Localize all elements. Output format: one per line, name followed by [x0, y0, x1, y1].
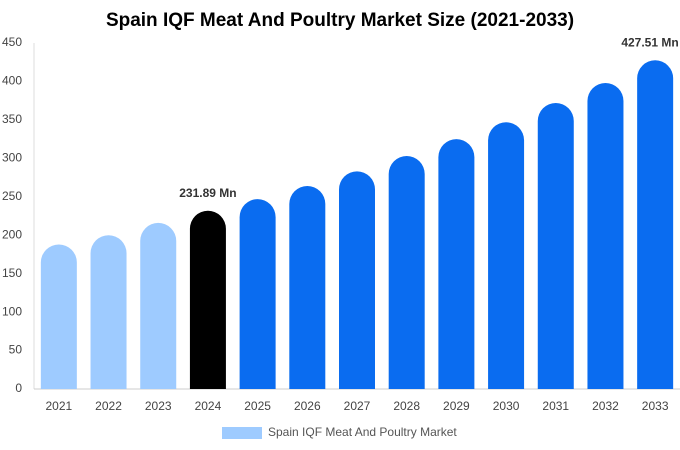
y-tick-label: 50: [9, 343, 23, 357]
x-tick-label: 2024: [195, 399, 222, 413]
y-tick-label: 100: [2, 304, 22, 318]
bar: [140, 222, 177, 389]
bar: [339, 171, 375, 389]
x-tick-label: 2032: [592, 399, 619, 413]
x-tick-label: 2023: [145, 399, 172, 413]
x-tick-label: 2028: [393, 399, 420, 413]
bar: [587, 82, 624, 389]
y-tick-label: 250: [2, 189, 22, 203]
bar: [637, 60, 674, 389]
y-tick-label: 350: [2, 112, 22, 126]
chart-title: Spain IQF Meat And Poultry Market Size (…: [106, 10, 574, 31]
y-tick-label: 200: [2, 227, 22, 241]
x-tick-label: 2031: [542, 399, 569, 413]
legend-label: Spain IQF Meat And Poultry Market: [268, 425, 457, 439]
data-label: 427.51 Mn: [621, 35, 678, 49]
x-tick-label: 2021: [45, 399, 72, 413]
x-tick-label: 2026: [294, 399, 321, 413]
bar: [239, 199, 276, 389]
y-tick-label: 400: [2, 74, 22, 88]
x-tick-label: 2025: [244, 399, 271, 413]
x-tick-label: 2033: [642, 399, 669, 413]
data-label: 231.89 Mn: [179, 186, 236, 200]
bar: [388, 156, 425, 389]
bar: [438, 139, 475, 389]
bar: [537, 102, 574, 390]
x-tick-label: 2027: [344, 399, 371, 413]
bar: [289, 186, 326, 389]
bar: [488, 122, 525, 390]
bar: [90, 235, 127, 389]
x-tick-label: 2030: [493, 399, 520, 413]
y-tick-label: 300: [2, 151, 22, 165]
x-tick-label: 2022: [95, 399, 122, 413]
legend-swatch: [222, 427, 262, 439]
y-tick-label: 150: [2, 266, 22, 280]
y-tick-label: 0: [15, 381, 22, 395]
y-tick-label: 450: [2, 35, 22, 49]
x-tick-label: 2029: [443, 399, 470, 413]
bar: [189, 210, 226, 389]
bar: [40, 244, 77, 389]
